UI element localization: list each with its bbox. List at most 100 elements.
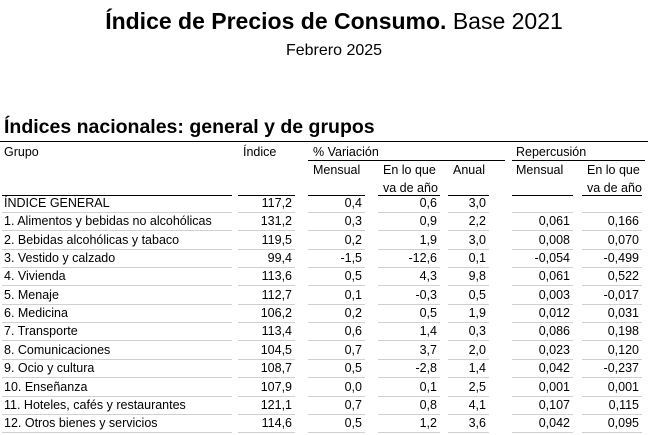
row-rule (2, 413, 232, 415)
cell-value: 0,7 (344, 397, 362, 412)
cell-value: 4,1 (468, 397, 486, 412)
cell-value: 0,522 (607, 269, 639, 284)
cell-value: 1,4 (419, 324, 437, 339)
row-rule (308, 230, 365, 232)
cell-value: 0,166 (607, 214, 639, 229)
sub-header: va de año (587, 181, 642, 195)
cell-value: 1,9 (468, 306, 486, 321)
cell-value: -0,054 (534, 251, 570, 266)
cell-value: 9,8 (468, 269, 486, 284)
row-rule (582, 303, 642, 305)
row-rule (512, 212, 573, 213)
row-rule (512, 432, 573, 434)
cell-value: 0,1 (468, 251, 486, 266)
cell-value: 112,7 (261, 287, 292, 302)
row-rule (512, 230, 573, 232)
row-label: 5. Menaje (4, 287, 59, 302)
sub-header: Anual (453, 163, 485, 177)
row-rule (238, 212, 295, 213)
row-rule (448, 303, 489, 305)
cell-value: 0,5 (419, 306, 437, 321)
cell-value: 0,070 (607, 232, 639, 247)
row-rule (2, 285, 232, 287)
cell-value: 131,2 (260, 214, 292, 229)
cell-value: 107,9 (260, 379, 292, 394)
row-rule (582, 267, 642, 269)
row-rule (448, 248, 489, 250)
rule (308, 160, 505, 161)
row-rule (308, 267, 365, 269)
row-rule (238, 285, 295, 287)
row-rule (582, 230, 642, 232)
sub-header: va de año (383, 181, 438, 195)
row-rule (2, 267, 232, 269)
row-rule (378, 377, 440, 379)
cell-value: -12,6 (408, 251, 438, 266)
rule (238, 195, 295, 196)
row-rule (238, 358, 295, 360)
cell-value: 113,4 (261, 324, 292, 339)
row-rule (308, 248, 365, 250)
cell-value: 0,0 (344, 379, 362, 394)
cell-value: 0,5 (344, 416, 362, 431)
cell-value: 1,2 (419, 416, 437, 431)
row-rule (2, 303, 232, 305)
cell-value: 117,2 (261, 196, 292, 210)
cell-value: 0,4 (344, 196, 362, 210)
sub-header: En lo que (587, 163, 640, 177)
row-rule (378, 285, 440, 287)
row-rule (582, 285, 642, 287)
row-rule (582, 358, 642, 360)
cell-value: 121,1 (260, 397, 292, 412)
row-rule (448, 377, 489, 379)
row-rule (238, 322, 295, 324)
row-rule (308, 212, 365, 213)
row-rule (582, 340, 642, 342)
title-rest: Base 2021 (452, 8, 563, 34)
cell-value: 0,061 (538, 214, 570, 229)
cell-value: -0,3 (415, 287, 437, 302)
row-rule (308, 322, 365, 324)
cell-value: 0,001 (607, 379, 639, 394)
row-rule (2, 212, 232, 213)
row-rule (238, 395, 295, 397)
cell-value: 0,003 (538, 287, 570, 302)
row-rule (2, 395, 232, 397)
sub-header: En lo que (383, 163, 436, 177)
cell-value: 3,0 (468, 196, 486, 210)
cell-value: 0,042 (538, 416, 570, 431)
row-rule (308, 340, 365, 342)
cell-value: 0,3 (468, 324, 486, 339)
row-rule (512, 358, 573, 360)
row-rule (378, 395, 440, 397)
cell-value: 2,2 (468, 214, 486, 229)
cell-value: 1,9 (419, 232, 437, 247)
row-label: 11. Hoteles, cafés y restaurantes (4, 397, 186, 412)
row-rule (2, 248, 232, 250)
row-rule (448, 322, 489, 324)
cell-value: -1,5 (340, 251, 362, 266)
cell-value: 0,5 (344, 269, 362, 284)
row-rule (582, 413, 642, 415)
row-rule (308, 303, 365, 305)
row-rule (582, 432, 642, 434)
row-rule (582, 212, 642, 213)
cell-value: 0,2 (344, 306, 362, 321)
section-title: Índices nacionales: general y de grupos (4, 116, 375, 138)
row-rule (448, 212, 489, 213)
rule (308, 195, 365, 196)
row-rule (378, 212, 440, 213)
row-rule (448, 267, 489, 269)
row-rule (308, 413, 365, 415)
cell-value: 113,6 (261, 269, 292, 284)
cell-value: 0,001 (538, 379, 570, 394)
row-label: 8. Comunicaciones (4, 342, 111, 357)
row-rule (512, 248, 573, 250)
rule (448, 195, 489, 196)
cell-value: 114,6 (261, 416, 292, 431)
row-rule (2, 230, 232, 232)
rule (512, 160, 645, 161)
sub-header: Mensual (313, 163, 361, 177)
row-rule (512, 377, 573, 379)
row-rule (512, 413, 573, 415)
